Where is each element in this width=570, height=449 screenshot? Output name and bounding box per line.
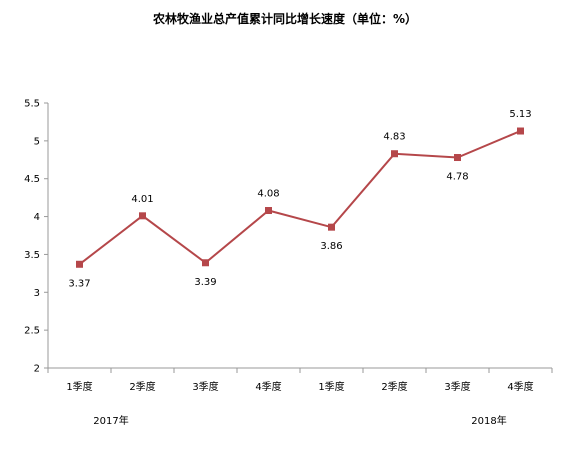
x-axis-ticks: 1季度 2季度 3季度 4季度 1季度 2季度 3季度 4季度	[47, 368, 553, 393]
data-label: 4.01	[131, 194, 153, 205]
data-label: 4.83	[383, 132, 405, 143]
x-axis-groups: 2017年 2018年	[93, 414, 506, 427]
data-label: 4.08	[257, 189, 279, 200]
series-point	[139, 212, 146, 220]
x-tick-label: 1季度	[66, 380, 92, 393]
series-layer	[76, 127, 524, 268]
x-tick-label: 1季度	[318, 380, 344, 393]
chart-title: 农林牧渔业总产值累计同比增长速度（单位：%）	[152, 12, 418, 26]
x-tick-label: 2季度	[129, 380, 155, 393]
y-tick-label: 3.5	[24, 250, 40, 261]
data-label: 5.13	[509, 109, 531, 120]
y-tick-label: 5.5	[24, 99, 40, 110]
x-tick-label: 4季度	[507, 380, 533, 393]
y-tick-label: 4	[34, 212, 40, 223]
series-point	[202, 259, 209, 267]
y-tick-label: 5	[34, 136, 40, 147]
data-label: 3.86	[320, 241, 342, 252]
data-label: 3.37	[68, 278, 90, 289]
series-point	[517, 127, 524, 135]
x-tick-label: 3季度	[444, 380, 470, 393]
x-group-label: 2017年	[93, 414, 128, 427]
data-label: 3.39	[194, 277, 216, 288]
x-group-label: 2018年	[471, 414, 506, 427]
x-tick-label: 2季度	[381, 380, 407, 393]
series-point	[265, 207, 272, 215]
series-point	[454, 154, 461, 162]
x-tick-label: 4季度	[255, 380, 281, 393]
series-point	[76, 260, 83, 268]
series-line	[78, 130, 521, 266]
data-label: 4.78	[446, 172, 468, 183]
y-tick-label: 2.5	[24, 326, 40, 337]
x-tick-label: 3季度	[192, 380, 218, 393]
y-tick-label: 4.5	[24, 174, 40, 185]
axes	[47, 103, 552, 369]
y-axis-ticks: 2 2.5 3 3.5 4 4.5 5 5.5	[24, 99, 48, 375]
series-point	[391, 150, 398, 158]
y-tick-label: 2	[34, 364, 40, 375]
series-point	[328, 223, 335, 231]
y-tick-label: 3	[34, 288, 40, 299]
data-labels: 3.37 4.01 3.39 4.08 3.86 4.83 4.78 5.13	[68, 109, 531, 289]
